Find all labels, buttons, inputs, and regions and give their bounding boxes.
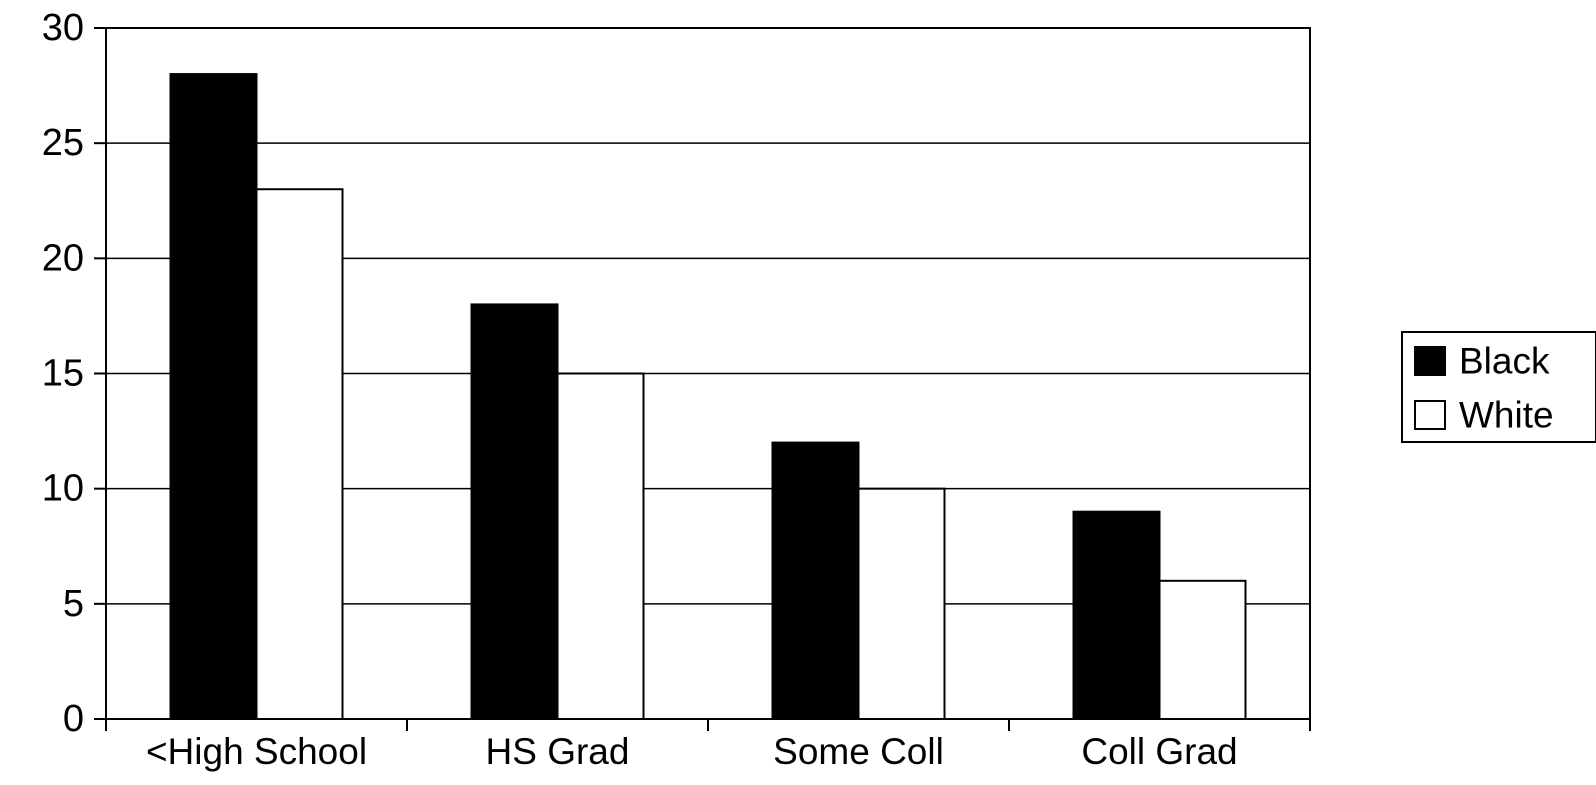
bar-black <box>1072 510 1161 721</box>
y-tick-label: 15 <box>42 353 84 395</box>
bar-white <box>556 372 645 720</box>
y-tick-label: 10 <box>42 468 84 510</box>
legend-swatch-white <box>1414 400 1446 430</box>
y-tick-label: 5 <box>63 583 84 625</box>
bar-white <box>1158 579 1247 720</box>
x-category-label: <High School <box>146 731 367 772</box>
y-tick-label: 30 <box>42 7 84 49</box>
bars <box>169 73 1247 721</box>
legend: Black White <box>1401 331 1596 443</box>
y-axis: 0 5 10 15 20 25 30 <box>42 7 106 740</box>
x-category-label: Some Coll <box>773 731 944 772</box>
legend-box <box>1401 331 1596 443</box>
x-axis: <High School HS Grad Some Coll Coll Grad <box>105 719 1311 772</box>
bar-black <box>470 303 559 720</box>
y-tick-label: 25 <box>42 122 84 164</box>
bar-white <box>857 487 946 720</box>
x-category-label: Coll Grad <box>1081 731 1237 772</box>
legend-swatch-black <box>1414 346 1446 376</box>
legend-label-black: Black <box>1459 341 1550 382</box>
legend-label-white: White <box>1459 395 1554 436</box>
bar-black <box>169 73 258 721</box>
bar-white <box>255 188 344 720</box>
y-tick-label: 20 <box>42 237 84 279</box>
y-tick-label: 0 <box>63 698 84 740</box>
bar-black <box>771 441 860 720</box>
x-category-label: HS Grad <box>486 731 630 772</box>
